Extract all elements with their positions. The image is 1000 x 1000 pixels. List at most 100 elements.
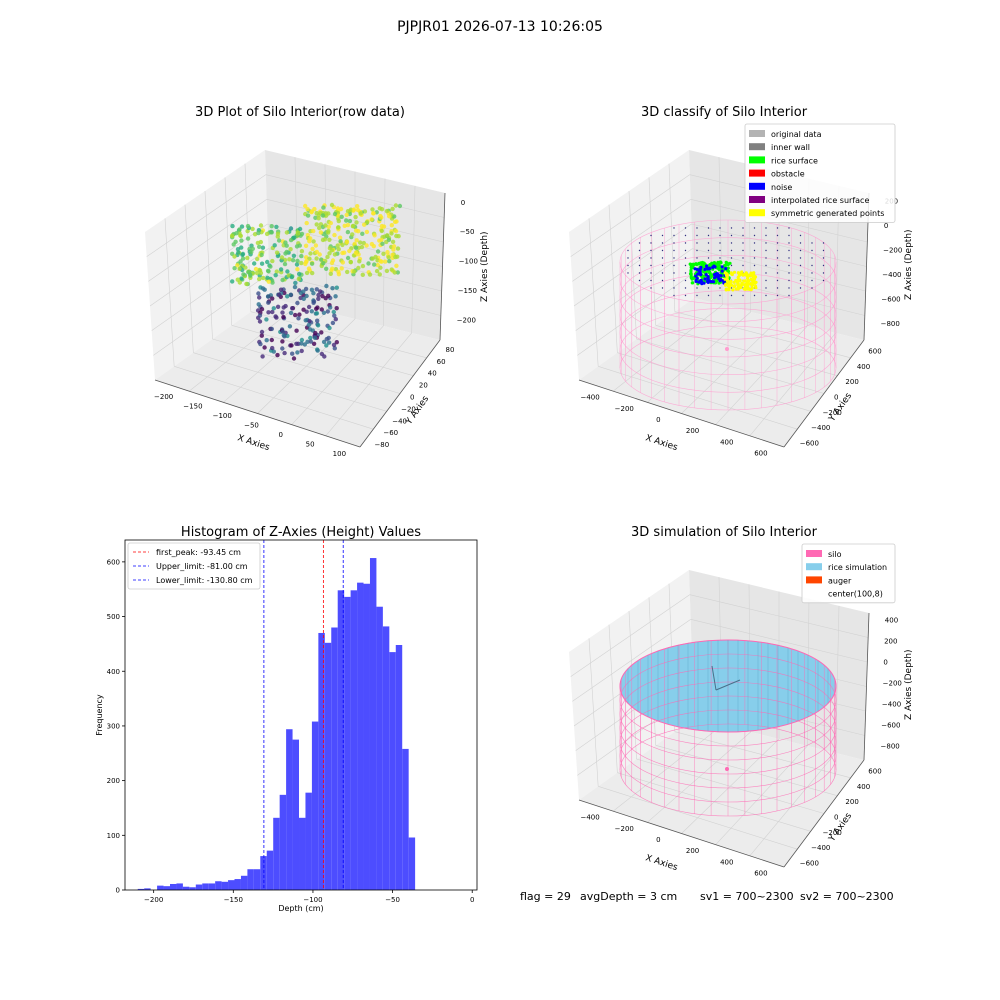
scatter-point xyxy=(311,300,316,305)
x-tick-label: 600 xyxy=(754,449,767,457)
scatter-point xyxy=(358,240,363,245)
grid-point xyxy=(696,257,698,259)
scatter-point xyxy=(288,292,293,297)
panel-histogram: Histogram of Z-Axies (Height) Values −20… xyxy=(95,525,478,913)
panel1-title: 3D Plot of Silo Interior(row data) xyxy=(195,105,405,120)
scatter-point xyxy=(332,252,338,257)
scatter-point xyxy=(364,243,369,248)
grid-point xyxy=(627,257,629,259)
histogram-bar xyxy=(170,883,177,890)
symmetric-point xyxy=(746,276,750,280)
scatter-point xyxy=(305,339,310,344)
histogram-bar xyxy=(299,817,306,890)
histogram-bar xyxy=(189,887,196,890)
scatter-point xyxy=(358,211,363,216)
grid-point xyxy=(730,257,733,259)
scatter-point xyxy=(332,346,337,351)
legend-swatch xyxy=(806,550,822,557)
grid-point xyxy=(673,227,675,229)
scatter-point xyxy=(294,328,299,333)
histogram-bar xyxy=(344,596,351,891)
symmetric-point xyxy=(725,274,729,278)
scatter-point xyxy=(274,315,279,320)
histogram-bar xyxy=(157,885,164,891)
grid-point xyxy=(684,264,687,267)
grid-point xyxy=(765,242,767,244)
legend-swatch xyxy=(749,209,765,217)
scatter-point xyxy=(317,225,322,231)
grid-point xyxy=(753,264,756,267)
silo-ring xyxy=(619,237,837,323)
grid-point xyxy=(788,249,790,252)
rice-point xyxy=(707,269,711,273)
grid-point xyxy=(788,227,790,229)
scatter-point xyxy=(276,292,282,297)
scatter-point xyxy=(311,239,316,244)
scatter-point xyxy=(257,295,262,300)
grid-point xyxy=(753,242,756,244)
grid-point xyxy=(765,257,767,259)
y-tick-label: 80 xyxy=(446,346,455,354)
legend-label: interpolated rice surface xyxy=(771,196,869,205)
symmetric-point xyxy=(749,273,753,277)
scatter-point xyxy=(296,276,301,282)
histogram-bar xyxy=(234,879,241,890)
grid-point xyxy=(719,249,721,252)
scatter-point xyxy=(378,265,383,270)
scatter-point xyxy=(304,293,309,299)
scatter-point xyxy=(317,252,322,257)
grid-point xyxy=(742,234,744,237)
scatter-point xyxy=(319,257,324,262)
y-tick-label: 600 xyxy=(868,348,881,356)
scatter-point xyxy=(337,235,343,240)
scatter-point xyxy=(266,300,271,305)
grid-point xyxy=(707,227,710,229)
legend-label: first_peak: -93.45 cm xyxy=(156,548,241,557)
scatter-point xyxy=(258,223,264,228)
z-tick-label: −200 xyxy=(457,316,476,324)
x-axis-line xyxy=(578,379,785,448)
histogram-frame xyxy=(124,539,478,891)
z-tick-label: −100 xyxy=(459,258,478,266)
z-tick-label: 0 xyxy=(884,222,888,230)
scatter-point xyxy=(303,286,309,292)
scatter-point xyxy=(330,286,335,291)
noise-point xyxy=(711,280,716,284)
grid-point xyxy=(753,257,756,259)
noise-point xyxy=(694,274,698,278)
x-tick-label: 100 xyxy=(333,450,346,458)
status-avg-depth: avgDepth = 3 cm xyxy=(580,890,677,903)
scatter-point xyxy=(321,339,327,345)
scatter-point xyxy=(270,345,275,351)
scatter-point xyxy=(375,249,381,254)
scatter-point xyxy=(395,246,401,251)
rice-point xyxy=(713,261,717,266)
scatter-point xyxy=(325,254,330,260)
rice-point xyxy=(692,263,696,267)
scatter-point xyxy=(240,252,245,257)
scatter-point xyxy=(333,294,338,299)
panel2-xlabel: X Axies xyxy=(644,433,679,453)
grid-point xyxy=(627,264,629,267)
histogram-legend-box xyxy=(127,542,261,590)
symmetric-point xyxy=(732,270,737,274)
scatter-point xyxy=(319,330,324,335)
y-tick-label: −200 xyxy=(823,829,842,837)
scatter-point xyxy=(370,207,375,212)
scatter-point xyxy=(356,265,361,271)
grid-point xyxy=(661,287,664,289)
scatter-point xyxy=(237,266,242,271)
rice-point xyxy=(697,262,701,266)
scatter-point xyxy=(236,250,241,255)
grid-point xyxy=(765,294,767,297)
panel-raw-data-3d: 3D Plot of Silo Interior(row data) −200 −… xyxy=(145,105,490,458)
scatter-point xyxy=(280,339,285,344)
grid-point xyxy=(788,279,790,282)
scatter-point xyxy=(329,260,335,266)
grid-point xyxy=(788,242,790,244)
scatter-point xyxy=(230,279,235,284)
grid-point xyxy=(696,249,698,252)
noise-point xyxy=(719,274,723,278)
symmetric-point xyxy=(732,280,736,284)
scatter-point xyxy=(366,261,371,266)
